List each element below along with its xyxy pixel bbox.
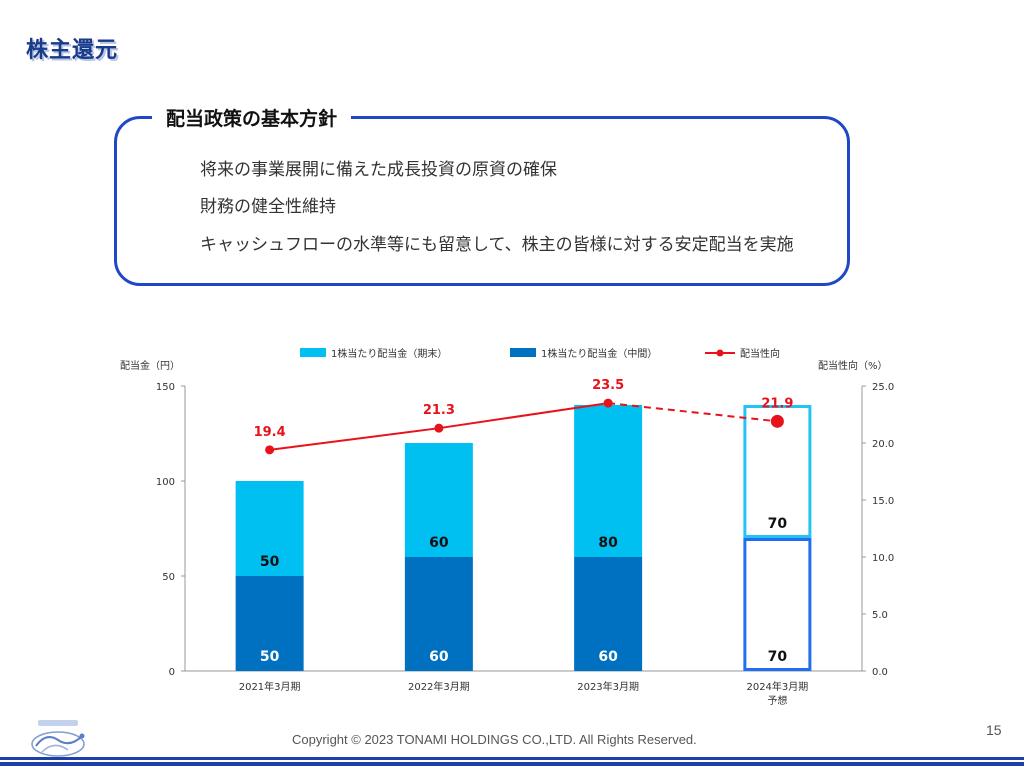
bar-interim — [574, 557, 643, 671]
policy-item-3: キャッシュフローの水準等にも留意して、株主の皆様に対する安定配当を実施 — [200, 235, 794, 255]
left-tick-label: 150 — [156, 382, 175, 393]
right-tick-label: 5.0 — [872, 610, 888, 621]
legend-swatch — [300, 348, 326, 357]
policy-heading: 配当政策の基本方針 — [152, 104, 352, 131]
bar-label-interim: 60 — [429, 649, 449, 665]
bar-year-end — [404, 443, 473, 557]
legend-marker — [716, 349, 724, 357]
legend-swatch — [510, 348, 536, 357]
x-tick-label: 2023年3月期 — [577, 680, 639, 693]
x-tick-label: 2022年3月期 — [408, 680, 470, 693]
right-tick-label: 15.0 — [872, 496, 894, 507]
policy-item-2: 財務の健全性維持 — [200, 197, 336, 217]
bar-interim-forecast — [743, 538, 812, 671]
legend-label: 配当性向 — [740, 347, 780, 360]
ratio-label: 21.9 — [761, 396, 793, 411]
ratio-point — [434, 423, 444, 433]
legend-label: 1株当たり配当金（期末） — [331, 347, 447, 360]
bar-interim — [404, 557, 473, 671]
left-tick-label: 50 — [162, 572, 175, 583]
bar-label-year-end: 50 — [260, 554, 280, 570]
bar-label-interim: 50 — [260, 649, 280, 665]
bar-interim — [235, 576, 304, 671]
bar-label-interim: 70 — [768, 649, 788, 665]
ratio-line-segment — [438, 402, 609, 430]
page-title: 株主還元 — [26, 38, 119, 63]
ratio-label: 23.5 — [592, 378, 624, 393]
left-tick-label: 0 — [169, 667, 175, 678]
x-tick-label: 2021年3月期 — [239, 680, 301, 693]
company-logo — [31, 720, 85, 757]
ratio-line-segment-forecast — [608, 402, 778, 423]
ratio-label: 19.4 — [254, 425, 286, 440]
ratio-point — [770, 414, 784, 428]
right-tick-label: 20.0 — [872, 439, 894, 450]
policy-box — [114, 116, 850, 286]
ratio-point — [603, 398, 613, 408]
right-axis-title: 配当性向（%） — [818, 359, 888, 372]
left-tick-label: 100 — [156, 477, 175, 488]
bar-label-year-end: 80 — [598, 535, 618, 551]
right-tick-label: 0.0 — [872, 667, 888, 678]
ratio-label: 21.3 — [423, 403, 455, 418]
bar-year-end — [235, 481, 304, 576]
bar-label-year-end: 70 — [768, 516, 788, 532]
x-tick-note: 予想 — [767, 694, 787, 707]
right-tick-label: 10.0 — [872, 553, 894, 564]
left-axis-title: 配当金（円） — [120, 359, 180, 372]
bar-label-interim: 60 — [598, 649, 618, 665]
ratio-line-segment — [269, 427, 440, 451]
copyright-text: Copyright © 2023 TONAMI HOLDINGS CO.,LTD… — [292, 732, 697, 747]
bar-year-end — [574, 405, 643, 557]
policy-item-1: 将来の事業展開に備えた成長投資の原資の確保 — [200, 160, 557, 180]
bar-label-year-end: 60 — [429, 535, 449, 551]
footer-band-top — [0, 757, 1024, 760]
right-tick-label: 25.0 — [872, 382, 894, 393]
legend-label: 1株当たり配当金（中間） — [541, 347, 657, 360]
bar-year-end-forecast — [743, 405, 812, 538]
page-number: 15 — [986, 722, 1002, 738]
footer-band-bottom — [0, 762, 1024, 766]
ratio-point — [265, 445, 275, 455]
x-tick-label: 2024年3月期 — [746, 680, 808, 693]
